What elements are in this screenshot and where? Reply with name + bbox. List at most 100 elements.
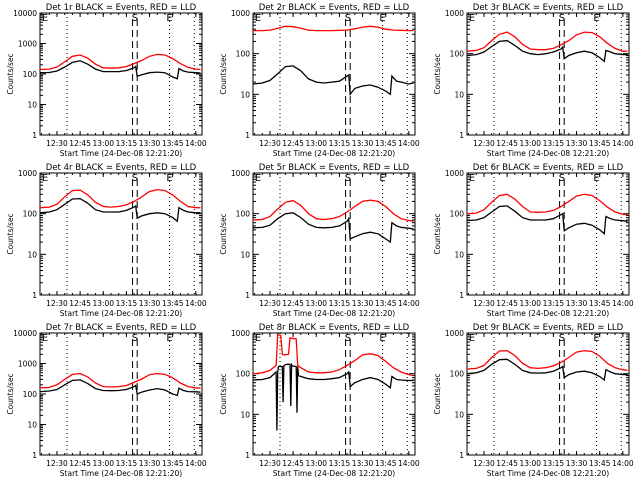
y-axis-title: Counts/sec <box>219 373 228 414</box>
y-tick-label: 10 <box>27 101 37 110</box>
x-tick-label: 13:00 <box>519 459 541 468</box>
x-tick-label: 13:30 <box>566 139 588 148</box>
y-axis-title: Counts/sec <box>219 213 228 254</box>
x-tick-label: 12:45 <box>69 459 91 468</box>
panel-det-8r: Det 8r BLACK = Events, RED = LLD 1 10 100 10… <box>219 323 420 478</box>
marker-e-right: E <box>166 173 172 184</box>
x-tick-label: 12:45 <box>496 139 518 148</box>
x-tick-label: 14:00 <box>612 459 634 468</box>
x-tick-label: 13:45 <box>589 139 611 148</box>
x-tick-label: 13:00 <box>305 139 327 148</box>
marker-e-left: E <box>42 333 48 344</box>
x-tick-label: 13:30 <box>566 299 588 308</box>
x-tick-label: 13:00 <box>92 139 114 148</box>
y-tick-label: 1 <box>245 291 250 300</box>
series-line-lld <box>39 53 201 71</box>
y-tick-label: 100 <box>450 370 465 379</box>
x-tick-label: 13:45 <box>375 139 397 148</box>
panel-title: Det 1r BLACK = Events, RED = LLD <box>46 3 197 13</box>
x-tick-label: 13:45 <box>162 459 184 468</box>
y-tick-label: 100 <box>450 50 465 59</box>
plot-frame <box>39 172 203 296</box>
y-axis-title: Counts/sec <box>433 53 442 94</box>
marker-e-left: E <box>42 13 48 24</box>
plot-frame <box>252 172 416 296</box>
y-tick-label: 1000 <box>445 9 464 18</box>
x-tick-label: 13:30 <box>139 139 161 148</box>
marker-s: S <box>132 333 138 344</box>
y-tick-label: 10 <box>240 250 250 259</box>
x-tick-label: 14:00 <box>612 299 634 308</box>
plot-frame <box>252 332 416 456</box>
panel-title: Det 4r BLACK = Events, RED = LLD <box>46 163 197 173</box>
marker-e-left: E <box>255 333 261 344</box>
x-tick-label: 14:00 <box>612 139 634 148</box>
x-axis-title: Start Time (24-Dec-08 12:21:20) <box>60 309 182 318</box>
x-tick-label: 13:30 <box>352 139 374 148</box>
marker-e-right: E <box>593 13 599 24</box>
marker-e-right: E <box>593 333 599 344</box>
x-tick-label: 12:30 <box>259 459 281 468</box>
panel-title: Det 2r BLACK = Events, RED = LLD <box>259 3 410 13</box>
y-tick-label: 1 <box>459 131 464 140</box>
panel-title: Det 9r BLACK = Events, RED = LLD <box>473 323 624 333</box>
series-line-lld <box>39 372 201 389</box>
x-axis-title: Start Time (24-Dec-08 12:21:20) <box>487 309 609 318</box>
series-line-events <box>39 60 201 80</box>
panel-det-2r: Det 2r BLACK = Events, RED = LLD 1 10 100 10… <box>219 3 420 158</box>
y-tick-label: 10 <box>454 90 464 99</box>
plot-frame <box>466 332 630 456</box>
x-axis-title: Start Time (24-Dec-08 12:21:20) <box>273 309 395 318</box>
panel-title: Det 6r BLACK = Events, RED = LLD <box>473 163 624 173</box>
y-tick-label: 100 <box>450 210 465 219</box>
x-tick-label: 13:45 <box>589 299 611 308</box>
marker-e-left: E <box>255 173 261 184</box>
marker-e-left: E <box>469 173 475 184</box>
y-tick-label: 1000 <box>18 360 37 369</box>
series-line-lld <box>466 31 628 52</box>
series-line-events <box>466 39 628 63</box>
y-tick-label: 1 <box>32 451 37 460</box>
y-tick-label: 1 <box>32 291 37 300</box>
y-axis-title: Counts/sec <box>219 53 228 94</box>
series-line-events <box>466 205 628 236</box>
x-tick-label: 12:45 <box>282 139 304 148</box>
marker-e-right: E <box>166 13 172 24</box>
y-tick-label: 1 <box>245 451 250 460</box>
x-tick-label: 14:00 <box>185 299 207 308</box>
x-axis-title: Start Time (24-Dec-08 12:21:20) <box>487 469 609 478</box>
y-tick-label: 100 <box>23 390 38 399</box>
y-axis-title: Counts/sec <box>433 373 442 414</box>
x-tick-label: 12:30 <box>473 459 495 468</box>
x-tick-label: 12:30 <box>259 139 281 148</box>
series-line-lld <box>252 199 414 222</box>
series-line-lld <box>466 349 628 372</box>
y-tick-label: 10000 <box>13 9 37 18</box>
x-tick-label: 12:45 <box>69 139 91 148</box>
y-axis-title: Counts/sec <box>6 213 15 254</box>
series-line-lld <box>252 334 414 377</box>
x-tick-label: 14:00 <box>185 459 207 468</box>
marker-s: S <box>345 173 351 184</box>
marker-e-left: E <box>255 13 261 24</box>
y-tick-label: 1000 <box>231 9 250 18</box>
x-tick-label: 13:15 <box>329 459 351 468</box>
series-line-events <box>252 212 414 244</box>
x-tick-label: 12:45 <box>496 299 518 308</box>
x-tick-label: 12:45 <box>282 459 304 468</box>
series-line-events <box>466 358 628 382</box>
y-tick-label: 1 <box>459 451 464 460</box>
marker-e-right: E <box>379 173 385 184</box>
marker-s: S <box>559 13 565 24</box>
panel-det-4r: Det 4r BLACK = Events, RED = LLD 1 10 100 10… <box>6 163 207 318</box>
marker-e-right: E <box>379 13 385 24</box>
panel-title: Det 5r BLACK = Events, RED = LLD <box>259 163 410 173</box>
marker-e-right: E <box>379 333 385 344</box>
y-tick-label: 1000 <box>18 169 37 178</box>
x-tick-label: 13:15 <box>543 139 565 148</box>
x-tick-label: 13:00 <box>305 299 327 308</box>
x-tick-label: 13:30 <box>352 299 374 308</box>
y-tick-label: 10000 <box>13 329 37 338</box>
marker-e-left: E <box>469 13 475 24</box>
y-axis-title: Counts/sec <box>433 213 442 254</box>
